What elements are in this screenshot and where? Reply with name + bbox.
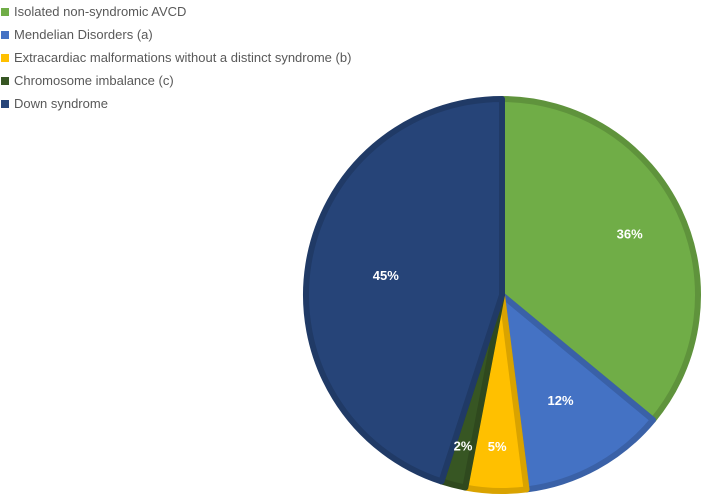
pie-slice-label-3: 2% bbox=[454, 438, 473, 453]
pie-slice-label-4: 45% bbox=[373, 268, 399, 283]
legend-label: Isolated non-syndromic AVCD bbox=[14, 4, 187, 19]
pie-slice-0 bbox=[499, 96, 702, 423]
legend-item-down-syndrome: Down syndrome bbox=[0, 92, 351, 115]
pie-labels: 36% 12% 5% 2% 45% bbox=[373, 226, 643, 454]
legend: Isolated non-syndromic AVCD Mendelian Di… bbox=[0, 0, 351, 115]
legend-swatch bbox=[1, 30, 9, 39]
legend-label: Down syndrome bbox=[14, 96, 108, 111]
pie-slice-4 bbox=[303, 96, 505, 485]
legend-swatch bbox=[1, 7, 9, 16]
pie-slices bbox=[303, 96, 702, 494]
legend-item-isolated-avcd: Isolated non-syndromic AVCD bbox=[0, 0, 351, 23]
legend-label: Mendelian Disorders (a) bbox=[14, 27, 153, 42]
pie-slice-1 bbox=[499, 292, 657, 493]
legend-item-mendelian-disorders: Mendelian Disorders (a) bbox=[0, 23, 351, 46]
legend-label: Extracardiac malformations without a dis… bbox=[14, 50, 352, 65]
legend-swatch bbox=[1, 76, 9, 85]
pie-slice-label-2: 5% bbox=[488, 439, 507, 454]
legend-item-extracardiac-malformations: Extracardiac malformations without a dis… bbox=[0, 46, 351, 69]
legend-swatch bbox=[1, 99, 9, 108]
pie-slice-label-0: 36% bbox=[617, 226, 643, 241]
legend-label: Chromosome imbalance (c) bbox=[14, 73, 174, 88]
legend-swatch bbox=[1, 53, 9, 62]
legend-item-chromosome-imbalance: Chromosome imbalance (c) bbox=[0, 69, 351, 92]
pie-slice-label-1: 12% bbox=[547, 393, 573, 408]
